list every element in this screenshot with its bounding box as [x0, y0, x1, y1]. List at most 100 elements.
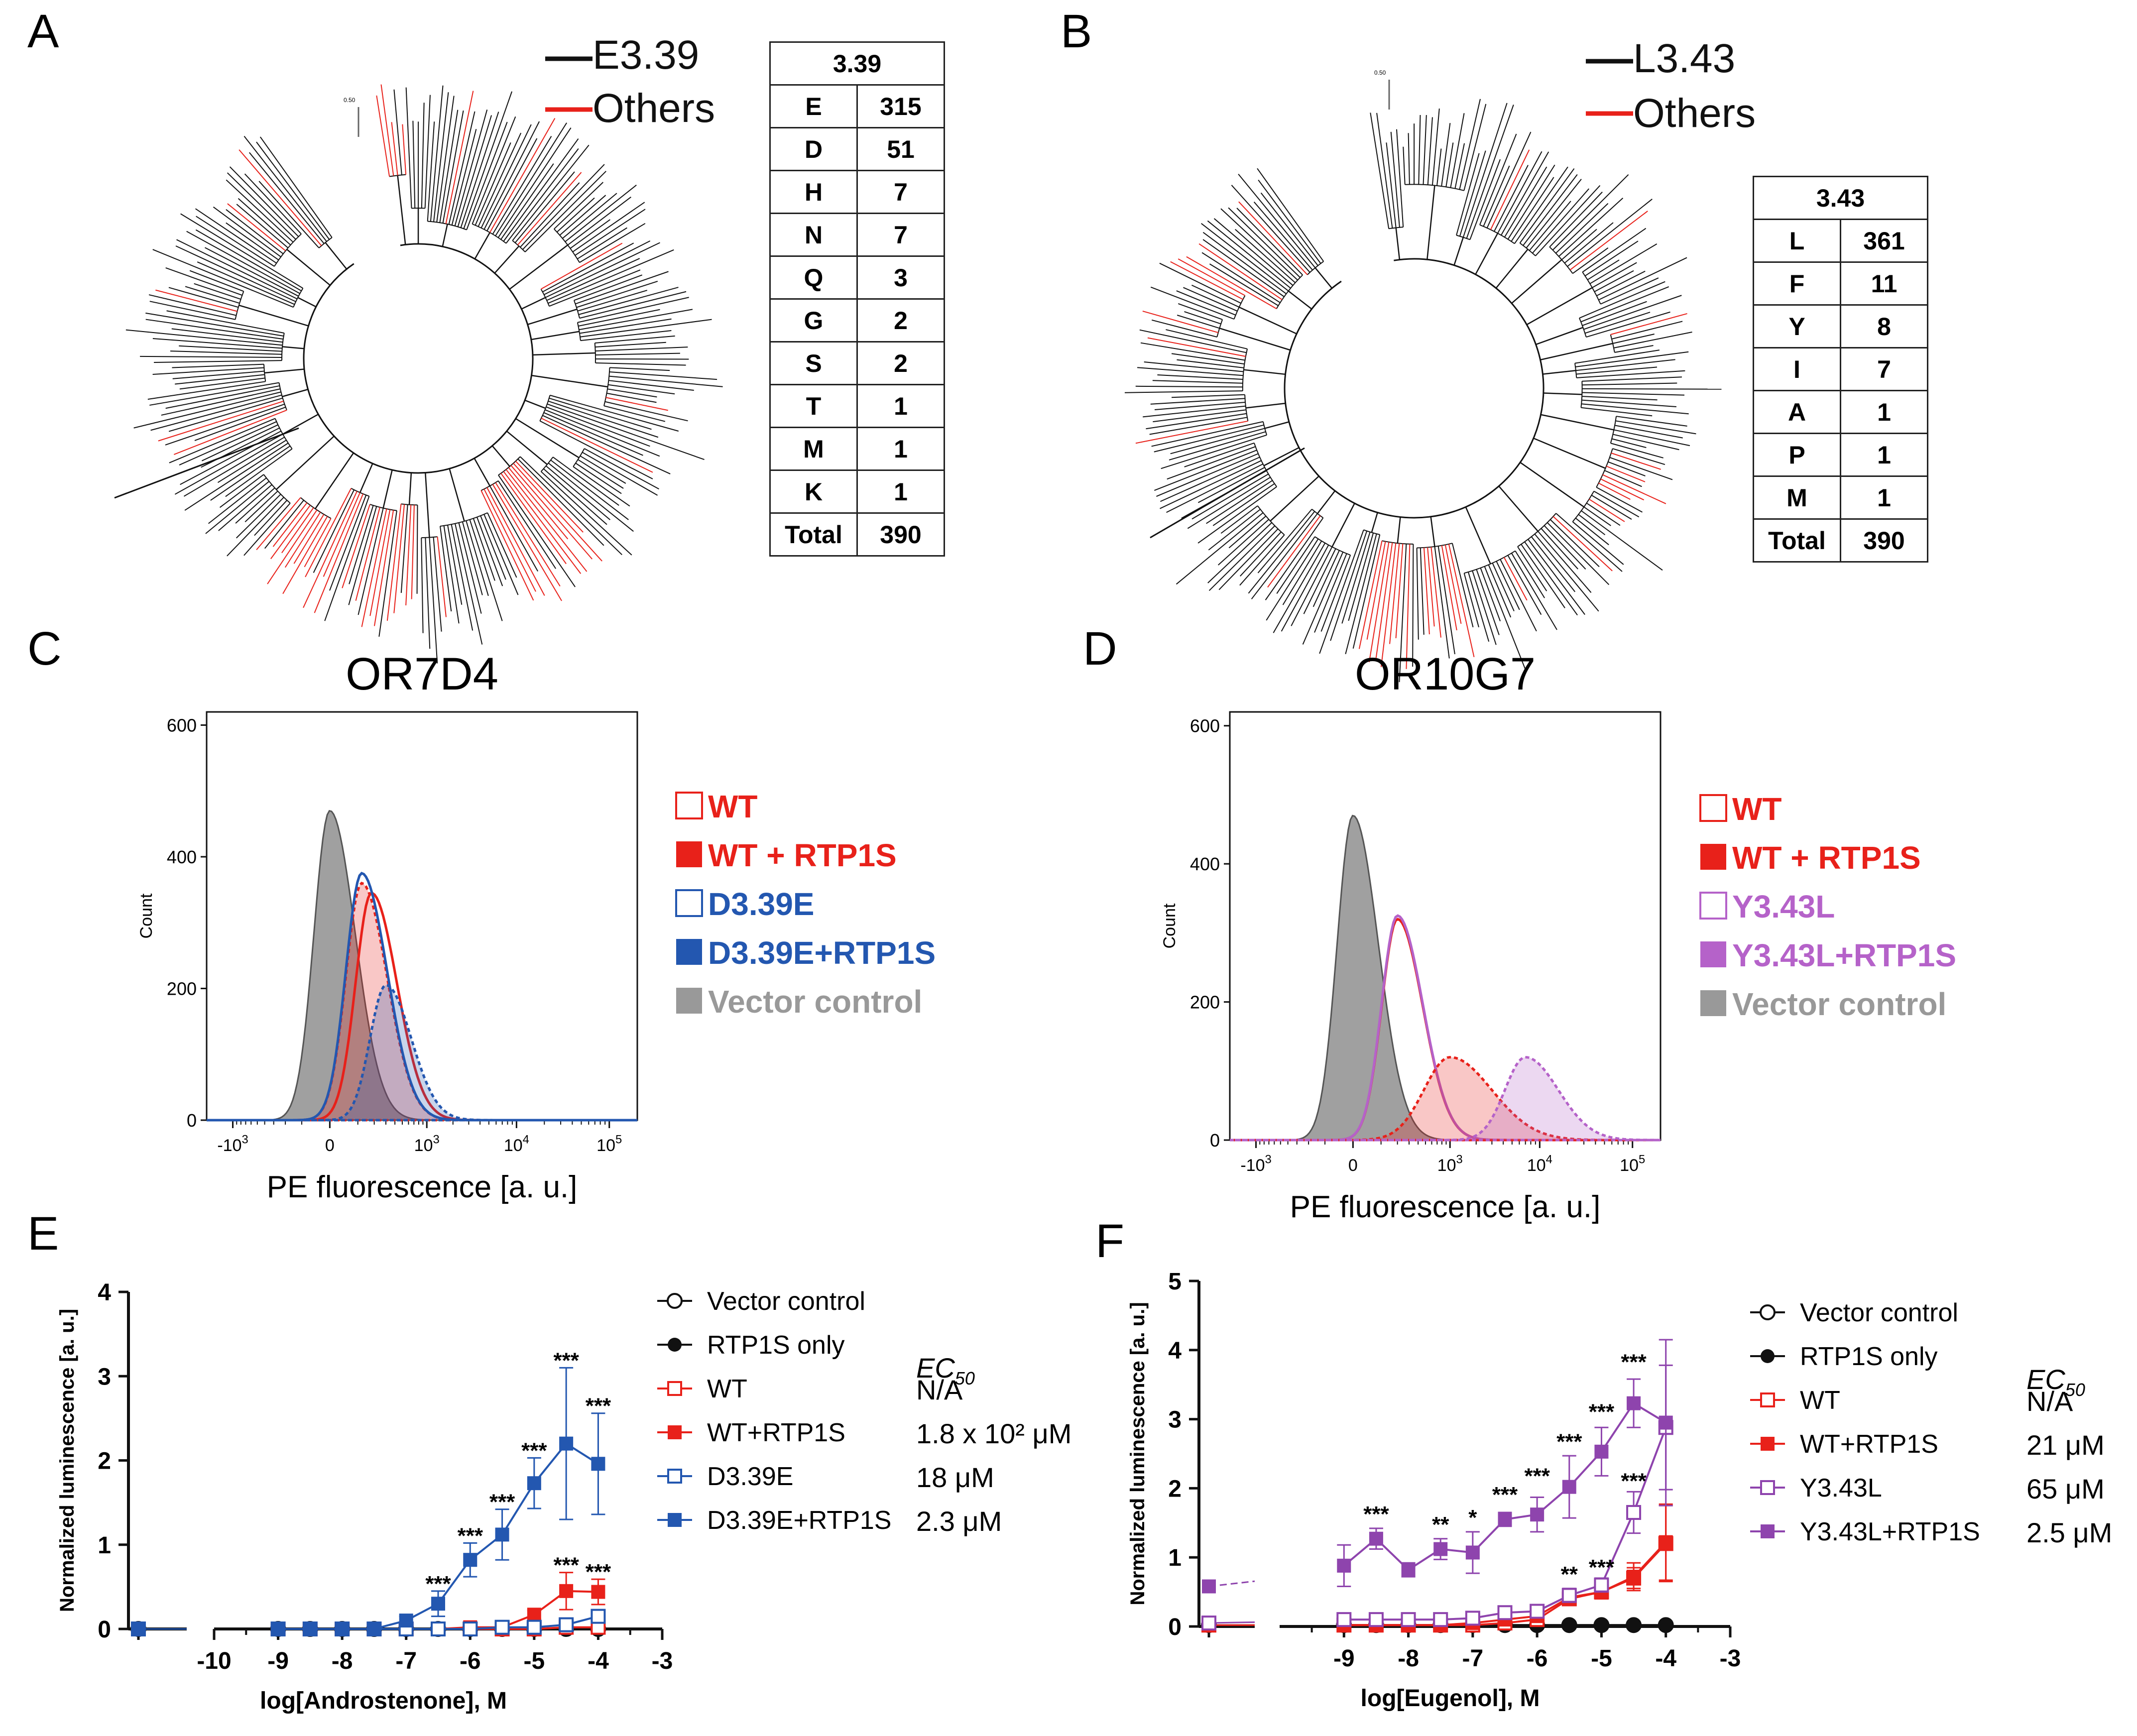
tree-leaf	[1612, 448, 1665, 465]
tree-leaf	[1172, 394, 1245, 398]
tree-leaf	[575, 271, 669, 305]
tree-leaf	[1169, 431, 1266, 461]
tree-leaf	[243, 135, 327, 242]
tree-branch	[474, 232, 490, 259]
tree-leaf	[1420, 548, 1425, 635]
tree-leaf	[1488, 565, 1512, 618]
tree-leaf	[510, 465, 593, 560]
tree-leaf	[1235, 229, 1296, 283]
legend-marker	[1760, 1304, 1776, 1320]
tree-leaf	[1569, 211, 1648, 271]
tree-leaf	[1144, 361, 1244, 372]
tree-arc	[1253, 443, 1277, 487]
tree-leaf	[545, 242, 660, 298]
tree-leaf	[1575, 359, 1675, 371]
y-tick-label: 1	[1168, 1545, 1182, 1571]
significance-label: ***	[586, 1394, 611, 1418]
tree-leaf	[492, 136, 552, 234]
tree-leaf	[226, 179, 294, 243]
tree-leaf	[1124, 390, 1243, 393]
tree-leaf	[1238, 173, 1316, 268]
tree-leaf	[194, 406, 286, 441]
tree-arc	[1517, 513, 1556, 547]
y-axis-label: Normalized luminescence [a. u.]	[1127, 1302, 1149, 1605]
y-axis-label: Count	[137, 893, 156, 938]
tree-leaf	[179, 345, 282, 352]
tree-leaf	[1459, 99, 1481, 190]
tree-leaf	[1253, 201, 1313, 271]
tree-leaf	[1160, 460, 1262, 509]
tree-arc	[1579, 318, 1587, 338]
table-cell-count: 390	[1840, 518, 1928, 563]
tree-leaf	[541, 242, 623, 290]
tree-leaf	[1312, 550, 1340, 607]
data-point	[591, 1457, 605, 1471]
tree-leaf	[548, 400, 659, 438]
tree-leaf	[1202, 239, 1285, 297]
tree-arc	[498, 456, 521, 476]
data-point	[431, 1621, 446, 1636]
tree-leaf	[369, 509, 391, 616]
table-cell-count: 361	[1840, 219, 1928, 263]
tree-branch	[506, 431, 548, 465]
tree-leaf	[1177, 359, 1244, 368]
tree-leaf	[256, 141, 330, 240]
tree-leaf	[1403, 146, 1406, 185]
tree-leaf	[1521, 544, 1565, 608]
tree-leaf	[545, 409, 660, 457]
tree-leaf	[165, 267, 242, 296]
tree-leaf	[393, 89, 402, 175]
tree-arc	[512, 240, 526, 252]
tree-a-legend: E3.39 Others	[545, 32, 715, 131]
data-point	[1498, 1512, 1512, 1526]
tree-leaf	[466, 520, 489, 596]
tree-leaf	[152, 249, 294, 308]
significance-label: ***	[553, 1348, 579, 1373]
tree-leaf	[1231, 185, 1310, 273]
tree-branch	[1426, 185, 1435, 260]
ec50-value: 18 μM	[916, 1462, 994, 1493]
tree-leaf	[1251, 513, 1318, 599]
legend-swatch	[1699, 892, 1727, 920]
tree-leaf	[1176, 512, 1264, 585]
tree-leaf	[1154, 424, 1264, 453]
tree-leaf	[1614, 429, 1690, 447]
tree-branch	[1540, 343, 1613, 360]
histogram-d: 0 200 400 600 Count -103 0 103 104 105 PE fluoresc…	[1160, 649, 1956, 1224]
table-cell-residue: M	[769, 427, 858, 471]
x-tick-label: -9	[1333, 1645, 1355, 1672]
tree-branch	[1395, 228, 1401, 260]
y-tick-label: 0	[98, 1617, 111, 1643]
tree-leaf	[258, 181, 320, 248]
tree-leaf	[439, 526, 452, 612]
tree-leaf	[1463, 104, 1487, 191]
tree-branch	[397, 175, 406, 245]
significance-label: ***	[1524, 1464, 1550, 1489]
tree-branch	[282, 388, 308, 397]
tree-leaf	[402, 124, 407, 175]
x-tick-label: -3	[1720, 1645, 1741, 1672]
ec50-value: 65 μM	[2026, 1473, 2105, 1505]
legend-label: Vector control	[707, 1287, 865, 1316]
y-tick-label: 3	[1168, 1407, 1182, 1433]
data-point	[527, 1608, 541, 1622]
tree-leaf	[580, 455, 626, 484]
tree-leaf	[386, 504, 402, 621]
tree-leaf	[1511, 553, 1557, 630]
tree-leaf	[205, 247, 299, 297]
tree-leaf	[500, 473, 567, 565]
tree-leaf	[1186, 256, 1277, 310]
residue-table-339: 3.39 E 315 D 51 H 7 N 7 Q 3 G 2 S 2 T 1 M 1 K 1 Total 390	[769, 41, 945, 557]
tree-leaf	[445, 91, 474, 224]
tree-leaf	[489, 485, 539, 572]
x-tick-label: -8	[332, 1648, 353, 1674]
panel-letter-a: A	[27, 5, 59, 58]
tree-leaf	[179, 377, 265, 390]
phylogenetic-tree-b	[1124, 99, 1722, 683]
tree-leaf	[562, 193, 617, 239]
tree-leaf	[166, 310, 284, 334]
tree-leaf	[411, 505, 415, 599]
significance-label: **	[1432, 1512, 1449, 1537]
